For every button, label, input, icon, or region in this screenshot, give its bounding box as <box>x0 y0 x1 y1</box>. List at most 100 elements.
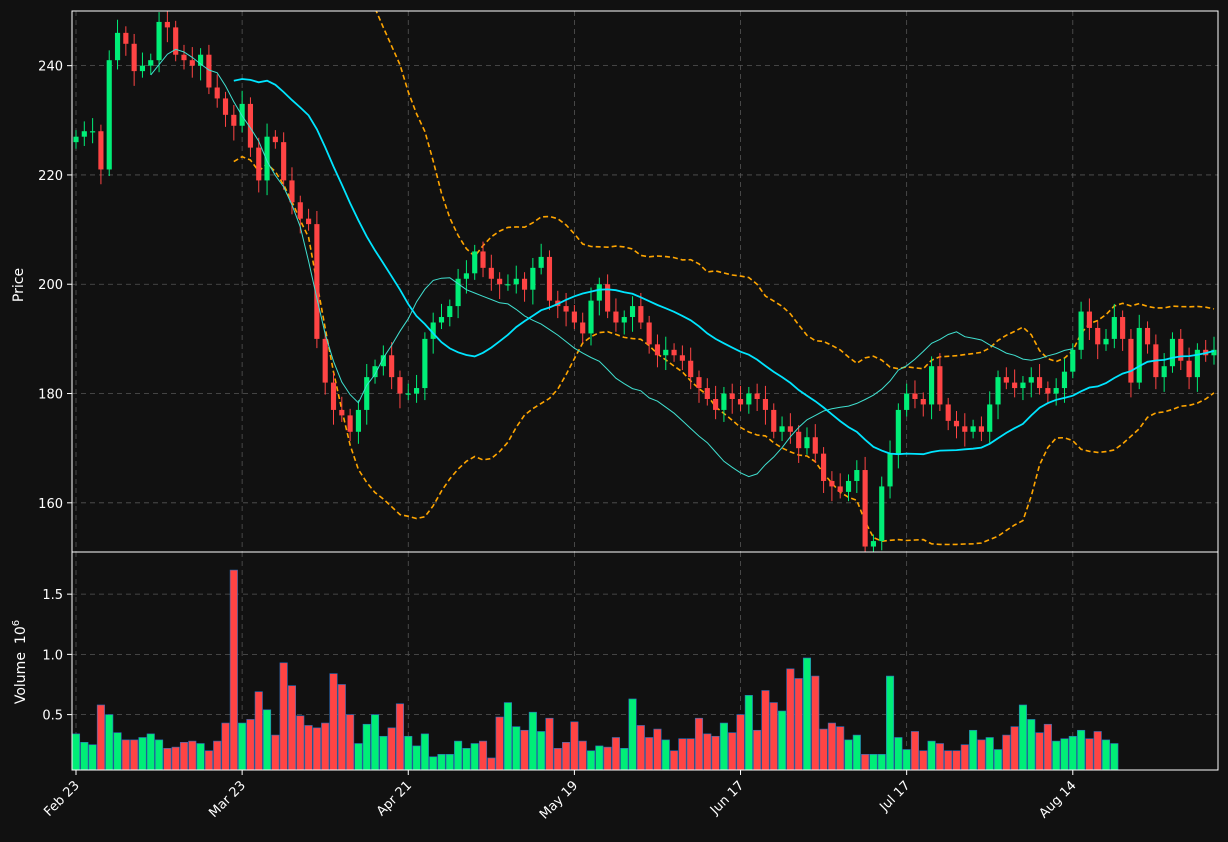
volume-bar <box>761 690 770 771</box>
volume-bar <box>271 734 280 771</box>
volume-bar <box>304 725 313 771</box>
volume-bar <box>520 729 529 771</box>
candle-body <box>389 355 395 378</box>
candle-body <box>1012 382 1018 389</box>
candle-body <box>513 278 519 285</box>
candle-body <box>654 344 661 356</box>
candle-body <box>779 426 785 432</box>
candle-body <box>430 322 436 339</box>
candle-body <box>862 470 868 547</box>
volume-axis-unit: 10 <box>13 626 29 644</box>
volume-bar <box>570 721 579 771</box>
volume-bar <box>512 726 521 771</box>
candle-body <box>156 21 162 61</box>
candle-body <box>148 60 154 66</box>
volume-bar <box>960 744 969 771</box>
candle-body <box>1061 371 1068 389</box>
candle-body <box>754 393 760 399</box>
candle-body <box>596 284 602 301</box>
volume-bar <box>138 737 147 771</box>
volume-tick-label: 1.5 <box>42 588 63 603</box>
candle-body <box>1128 338 1134 383</box>
volume-bar <box>387 727 396 771</box>
volume-bar <box>786 668 795 771</box>
volume-bar <box>753 729 762 771</box>
volume-bar <box>977 739 986 771</box>
candle-body <box>472 251 478 274</box>
volume-bar <box>213 740 222 771</box>
upper-band-line <box>375 11 1215 370</box>
volume-bar <box>1018 704 1027 771</box>
volume-bar <box>802 657 812 771</box>
candle-body <box>463 273 469 279</box>
candle-body <box>679 355 685 361</box>
volume-bar <box>819 728 828 771</box>
candle-body <box>488 267 494 279</box>
candle-body <box>937 366 943 405</box>
volume-bar <box>686 738 695 771</box>
candle-body <box>222 98 229 115</box>
candle-body <box>912 393 918 399</box>
volume-bar <box>370 714 380 771</box>
volume-bar <box>121 739 130 771</box>
candle-body <box>829 480 835 487</box>
volume-bar <box>661 739 670 771</box>
candle-body <box>73 136 79 143</box>
volume-bar <box>827 722 836 771</box>
volume-bar <box>204 750 213 771</box>
candle-body <box>1053 388 1059 394</box>
volume-bar <box>379 735 388 771</box>
candle-body <box>505 284 511 286</box>
volume-axis-label: Volume <box>13 652 29 704</box>
candle-body <box>987 404 993 432</box>
candle-body <box>895 409 901 454</box>
volume-bar <box>528 711 537 771</box>
candle-body <box>339 409 345 416</box>
volume-bar <box>246 719 255 771</box>
candle-body <box>297 202 303 219</box>
short-moving-average-line <box>150 48 1073 478</box>
candle-body <box>231 114 237 126</box>
volume-bar <box>935 743 944 771</box>
volume-bar <box>736 714 745 771</box>
candle-body <box>521 278 528 290</box>
volume-bar <box>437 754 446 771</box>
candle-body <box>438 317 445 323</box>
candle-body <box>804 437 810 449</box>
volume-tick-label: 1.0 <box>42 648 63 663</box>
volume-bar <box>553 748 562 771</box>
volume-bar <box>578 740 587 771</box>
candle-body <box>455 278 461 307</box>
volume-bar <box>238 722 247 771</box>
volume-bar <box>80 741 89 771</box>
volume-bar <box>196 743 205 771</box>
candle-body <box>945 404 951 421</box>
volume-bar <box>404 735 413 771</box>
candle-body <box>995 377 1001 405</box>
volume-bar <box>263 709 272 771</box>
candle-body <box>1086 311 1092 328</box>
candle-body <box>854 470 860 481</box>
candle-body <box>638 306 644 323</box>
candle-body <box>845 480 852 492</box>
volume-bar <box>279 662 288 771</box>
volume-bar <box>1052 740 1061 771</box>
candle-body <box>737 398 744 405</box>
volume-bar <box>993 749 1003 771</box>
volume-bar <box>254 691 263 771</box>
volume-bar <box>71 733 81 771</box>
candle-body <box>787 426 793 432</box>
candle-body <box>281 142 287 181</box>
candle-body <box>671 349 677 356</box>
volume-bar <box>354 743 363 771</box>
candle-body <box>663 349 669 356</box>
candle-body <box>796 431 802 449</box>
candle-body <box>289 180 295 203</box>
volume-bar <box>852 734 861 771</box>
candle-body <box>131 43 137 72</box>
candle-body <box>713 398 719 410</box>
volume-bar <box>703 733 712 771</box>
candle-body <box>746 393 752 405</box>
price-axis-title: Price <box>11 268 27 302</box>
